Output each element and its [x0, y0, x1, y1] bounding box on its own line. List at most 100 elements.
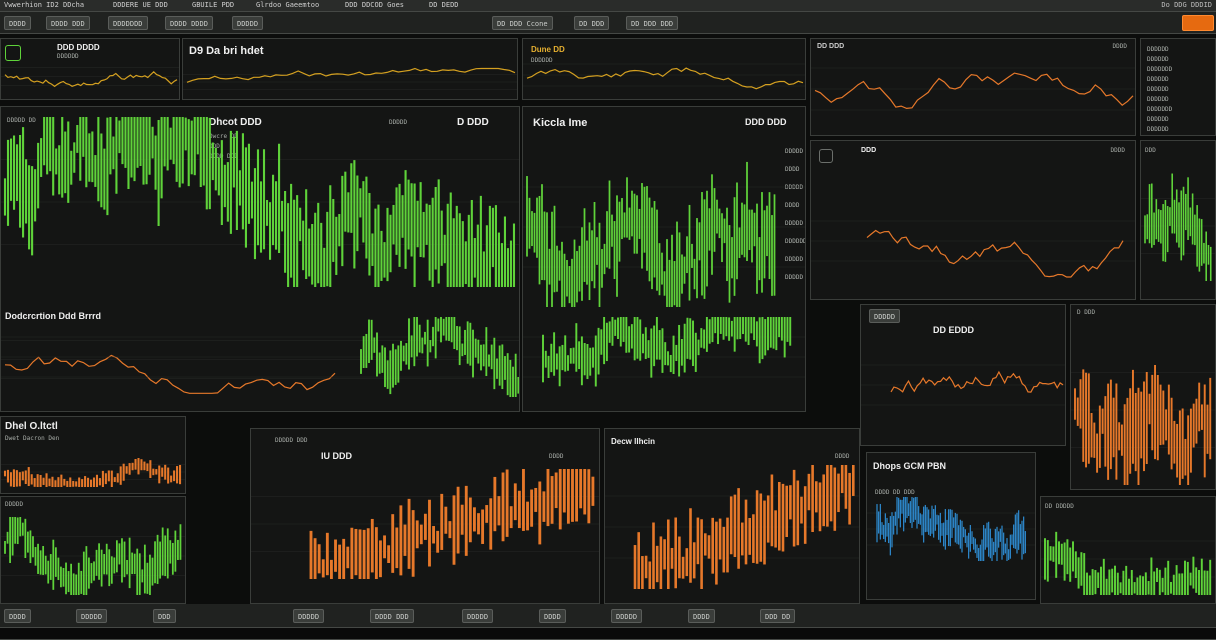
toolbar-button-0[interactable]: DDDD	[4, 16, 31, 30]
bottom-toolbar	[0, 604, 1216, 628]
side-list-item[interactable]: DDDDDD	[1147, 56, 1169, 63]
axis-value: DDDDD	[785, 274, 804, 281]
main-chart-badge: D DDD	[457, 117, 489, 128]
main-chart-panel: Dhcot DDD Dwcre DD DDD DDDD DDD D DDD DD…	[0, 106, 520, 412]
bottom-button-3[interactable]: DDDDD	[293, 609, 325, 623]
toolbar-button-1[interactable]: DDDD DDD	[46, 16, 90, 30]
right-orange-bars-panel: D DDD	[1070, 304, 1216, 490]
series-line	[814, 72, 1134, 110]
bottom-button-6[interactable]: DDDD	[539, 609, 566, 623]
lower-green-volume	[1, 317, 519, 397]
series-line	[4, 70, 178, 88]
user-label: Do DDG DDDID	[1161, 1, 1212, 9]
center-btn[interactable]: DDDDD	[869, 309, 901, 323]
top-tab-2[interactable]: GBUILE PDD	[192, 1, 235, 9]
main-green-candles	[1, 117, 519, 287]
lower-chart-title: Dodcrcrtion Ddd Brrrd	[5, 311, 102, 321]
series-line	[866, 229, 1124, 278]
side-list-item[interactable]: DDDDDD	[1147, 86, 1169, 93]
settings-icon[interactable]	[819, 149, 833, 163]
middle-green-volume	[523, 317, 805, 387]
right-orange-bars	[1071, 364, 1215, 485]
logo-icon	[5, 45, 21, 61]
toolbar-button-5[interactable]: DD DDD Ccone	[492, 16, 553, 30]
right-bars-title: D DDD	[1077, 309, 1096, 316]
bottom-button-2[interactable]: DDD	[153, 609, 176, 623]
toolbar-button-7[interactable]: DD DDD DDD	[626, 16, 679, 30]
side-list-item[interactable]: DDDDDD	[1147, 126, 1169, 133]
top-tab-3[interactable]: Glrdoo Gaeemtoo	[256, 1, 320, 9]
bottom-button-7[interactable]: DDDDD	[611, 609, 643, 623]
middle-green-candles	[523, 161, 805, 307]
toolbar-button-6[interactable]: DD DDD	[574, 16, 610, 30]
main-chart-side: DDDDD	[389, 119, 408, 126]
bottom-center2-panel: Decw lIhcin DDDD	[604, 428, 860, 604]
status-bar	[0, 628, 1216, 640]
side-list-item[interactable]: DDDDDD	[1147, 76, 1169, 83]
bottom-center-sub: DDDD	[549, 453, 564, 460]
middle-chart-tag: DDD DDD	[745, 117, 787, 127]
series-line	[4, 354, 336, 394]
mini-panel-1-title: DDD DDDD	[57, 43, 100, 52]
middle-chart-title: Kiccla Ime	[533, 117, 588, 129]
bottom-button-4[interactable]: DDDD DDD	[370, 609, 414, 623]
top-tab-5[interactable]: DD DEDD	[429, 1, 459, 9]
side-list: DDDDDD DDDDDD DDDDDDD DDDDDD DDDDDD DDDDDD DDD…	[1147, 45, 1173, 136]
blue-spectrum-chart	[867, 497, 1035, 561]
axis-value: DDDDD	[785, 220, 804, 227]
toolbar-button-3[interactable]: DDDD DDDD	[165, 16, 213, 30]
side-list-item[interactable]: DDDDDDD	[1147, 66, 1173, 73]
bottom-button-5[interactable]: DDDDD	[462, 609, 494, 623]
bottom-center-title: DDDDD DDD	[275, 437, 308, 444]
spectrum-title: Dhops GCM PBN	[873, 461, 946, 471]
center-orange-panel: DDDDD DD EDDD	[860, 304, 1066, 446]
side-list-item[interactable]: DDDDDD	[1147, 96, 1169, 103]
bottom-right-green-panel: DD DDDDD	[1040, 496, 1216, 604]
blue-spectrum-panel: Dhops GCM PBN DDDD DD DDD	[866, 452, 1036, 600]
price-panel-header: D9 Da bri hdet	[182, 38, 518, 100]
toolbar-button-2[interactable]: DDDDDDD	[108, 16, 148, 30]
main-chart-info-2: DDD	[209, 143, 220, 150]
main-chart-info-3: DDDD DDD	[209, 153, 238, 160]
bottom-left-orange-chart	[1, 457, 185, 487]
far-right-label: DDD	[1145, 147, 1156, 154]
series-line	[186, 67, 516, 83]
bottom-button-1[interactable]: DDDDD	[76, 609, 108, 623]
top-tab-1[interactable]: DDDERE UE DDD	[113, 1, 168, 9]
axis-value: DDDDDD	[785, 238, 806, 245]
side-list-panel: DDDDDD DDDDDD DDDDDDD DDDDDD DDDDDD DDDDDD DDD…	[1140, 38, 1216, 136]
side-list-item[interactable]: DDDDDD	[1147, 46, 1169, 53]
orange-trend-chart	[811, 67, 1135, 111]
top-tab-4[interactable]: DDD DDCOD Goes	[345, 1, 405, 9]
top-tab-0[interactable]: Vwwerhion ID2 DDcha	[4, 1, 85, 9]
bottom-left-green-title: DDDDD	[5, 501, 24, 508]
bottom-right-title: DD DDDDD	[1045, 503, 1074, 510]
bottom-center2-title: Decw lIhcin	[611, 437, 656, 446]
far-right-green-panel: DDD	[1140, 140, 1216, 300]
price-panel-title: D9 Da bri hdet	[189, 45, 264, 57]
orange-trend-panel: DD DDD DDDD	[810, 38, 1136, 136]
lower-orange-chart	[1, 340, 519, 394]
bottom-button-9[interactable]: DDD DD	[760, 609, 796, 623]
right-orange-chart	[811, 220, 1135, 278]
side-list-item[interactable]: DDDDDD	[1147, 135, 1172, 136]
middle-chart-panel: Kiccla Ime DDD DDD DDDDD DDDD DDDDD DDDD DDD…	[522, 106, 806, 412]
trend-panel-title: DD DDD	[817, 43, 845, 50]
center-title: DD EDDD	[933, 325, 975, 335]
side-list-item[interactable]: DDDDDD	[1147, 116, 1169, 123]
bottom-center-candles	[251, 469, 599, 579]
series-line	[890, 370, 1064, 393]
main-chart-info-1: Dwcre DD	[209, 133, 238, 140]
primary-action-button[interactable]	[1182, 15, 1214, 31]
side-list-item[interactable]: DDDDDDD	[1147, 106, 1173, 113]
bottom-button-0[interactable]: DDDD	[4, 609, 31, 623]
mini-chart-panel-1: DDD DDDD DDDDDD	[0, 38, 180, 100]
mini-panel-3-title: Dune DD	[531, 45, 565, 54]
series-line	[526, 67, 804, 90]
bottom-button-8[interactable]: DDDD	[688, 609, 715, 623]
toolbar-button-4[interactable]: DDDDD	[232, 16, 264, 30]
bottom-left-label: Dwet Dacron Den	[5, 435, 60, 442]
main-chart-title: Dhcot DDD	[209, 117, 262, 128]
price-line-chart	[183, 67, 517, 90]
axis-value: DDDDD	[785, 184, 804, 191]
